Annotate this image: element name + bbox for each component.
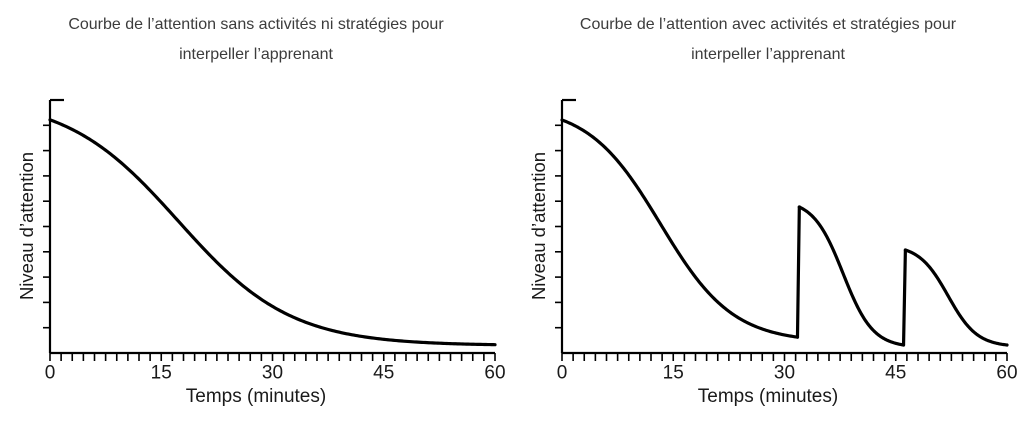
svg-text:15: 15 (663, 363, 684, 384)
svg-text:45: 45 (885, 363, 906, 384)
svg-text:0: 0 (45, 363, 56, 384)
svg-text:60: 60 (996, 363, 1017, 384)
svg-text:30: 30 (774, 363, 795, 384)
svg-text:30: 30 (262, 363, 283, 384)
svg-text:60: 60 (484, 363, 505, 384)
svg-text:45: 45 (373, 363, 394, 384)
svg-text:0: 0 (557, 363, 568, 384)
svg-text:15: 15 (151, 363, 172, 384)
